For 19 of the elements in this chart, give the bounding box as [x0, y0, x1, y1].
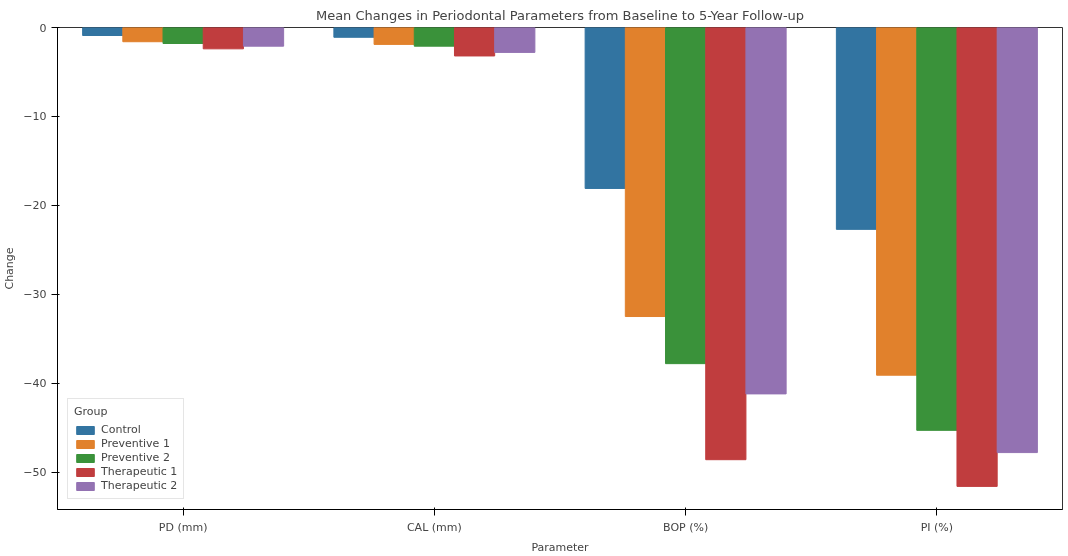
y-tick-label: −40 — [23, 377, 47, 391]
x-tick-label: BOP (%) — [663, 520, 709, 534]
x-tick-label: PI (%) — [920, 520, 954, 534]
y-tick-label: 0 — [39, 21, 47, 35]
y-tick-label: −50 — [23, 466, 47, 480]
legend-label: Control — [101, 423, 141, 436]
y-tick-label: −10 — [23, 110, 47, 124]
x-axis-title: Parameter — [531, 540, 590, 554]
legend-label: Preventive 2 — [101, 451, 170, 464]
x-tick-label: CAL (mm) — [406, 520, 462, 534]
y-tick-label: −20 — [23, 199, 47, 213]
x-tick-label: PD (mm) — [158, 520, 208, 534]
legend-label: Therapeutic 2 — [101, 479, 178, 492]
y-axis-title: Change — [3, 247, 17, 290]
legend-label: Therapeutic 1 — [101, 465, 178, 478]
legend-title: Group — [74, 405, 109, 418]
y-tick-label: −30 — [23, 288, 47, 302]
chart-title: Mean Changes in Periodontal Parameters from Baseline to 5-Year Follow-up — [315, 7, 805, 23]
legend-label: Preventive 1 — [101, 437, 170, 450]
